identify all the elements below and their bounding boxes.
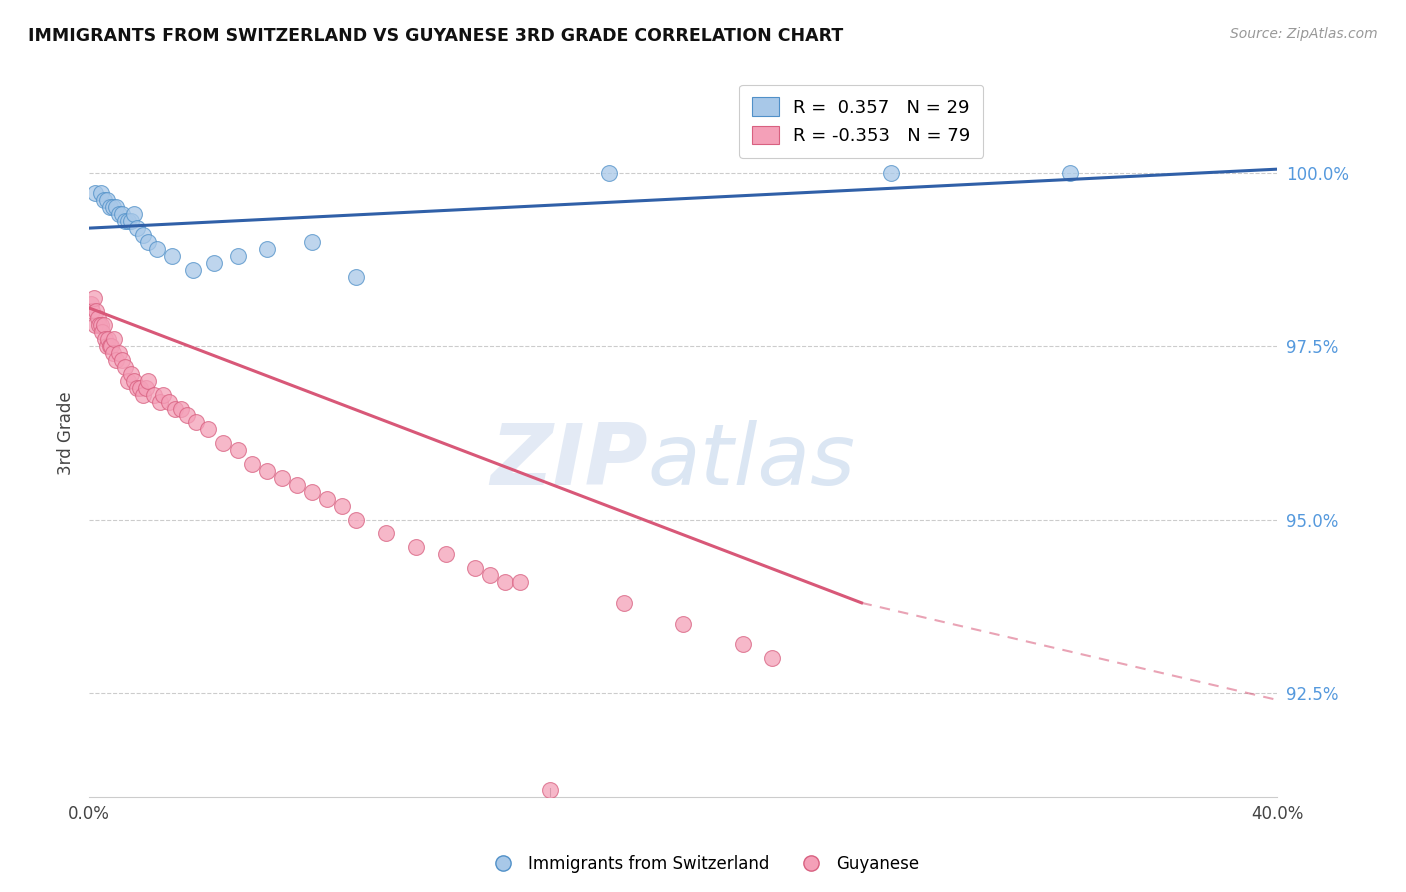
Point	[494, 574, 516, 589]
Point	[83, 291, 105, 305]
Point	[162, 249, 184, 263]
Point	[301, 235, 323, 249]
Point	[117, 374, 139, 388]
Point	[598, 166, 620, 180]
Point	[104, 200, 127, 214]
Point	[87, 311, 110, 326]
Point	[211, 436, 233, 450]
Legend: Immigrants from Switzerland, Guyanese: Immigrants from Switzerland, Guyanese	[479, 848, 927, 880]
Point	[672, 616, 695, 631]
Legend: R =  0.357   N = 29, R = -0.353   N = 79: R = 0.357 N = 29, R = -0.353 N = 79	[740, 85, 983, 158]
Point	[101, 346, 124, 360]
Point	[90, 186, 112, 201]
Point	[1059, 166, 1081, 180]
Point	[91, 325, 114, 339]
Point	[100, 339, 122, 353]
Point	[97, 332, 120, 346]
Point	[131, 228, 153, 243]
Text: IMMIGRANTS FROM SWITZERLAND VS GUYANESE 3RD GRADE CORRELATION CHART: IMMIGRANTS FROM SWITZERLAND VS GUYANESE …	[28, 27, 844, 45]
Point	[242, 457, 264, 471]
Point	[202, 256, 225, 270]
Point	[375, 526, 398, 541]
Point	[479, 568, 502, 582]
Point	[114, 359, 136, 374]
Point	[538, 783, 561, 797]
Point	[256, 242, 278, 256]
Point	[880, 166, 903, 180]
Text: ZIP: ZIP	[491, 420, 648, 503]
Point	[120, 214, 142, 228]
Point	[464, 561, 486, 575]
Point	[434, 547, 457, 561]
Point	[93, 318, 115, 333]
Point	[176, 409, 198, 423]
Y-axis label: 3rd Grade: 3rd Grade	[58, 391, 75, 475]
Point	[761, 651, 783, 665]
Point	[128, 381, 150, 395]
Point	[93, 194, 115, 208]
Point	[315, 491, 337, 506]
Point	[170, 401, 193, 416]
Point	[226, 249, 249, 263]
Point	[271, 471, 294, 485]
Point	[111, 207, 134, 221]
Point	[285, 478, 308, 492]
Point	[165, 401, 187, 416]
Point	[90, 318, 112, 333]
Point	[138, 235, 160, 249]
Point	[96, 339, 118, 353]
Point	[146, 242, 169, 256]
Point	[149, 394, 172, 409]
Point	[138, 374, 160, 388]
Point	[96, 194, 118, 208]
Point	[107, 207, 129, 221]
Point	[98, 200, 121, 214]
Point	[122, 207, 145, 221]
Point	[79, 297, 101, 311]
Point	[226, 443, 249, 458]
Point	[184, 416, 207, 430]
Point	[346, 512, 368, 526]
Point	[509, 574, 531, 589]
Text: Source: ZipAtlas.com: Source: ZipAtlas.com	[1230, 27, 1378, 41]
Point	[181, 262, 204, 277]
Point	[134, 381, 156, 395]
Point	[117, 214, 139, 228]
Point	[405, 541, 427, 555]
Point	[84, 318, 107, 333]
Point	[104, 353, 127, 368]
Point	[103, 332, 125, 346]
Point	[101, 200, 124, 214]
Point	[157, 394, 180, 409]
Point	[98, 339, 121, 353]
Point	[120, 367, 142, 381]
Point	[107, 346, 129, 360]
Point	[86, 304, 108, 318]
Point	[111, 353, 134, 368]
Point	[256, 464, 278, 478]
Point	[731, 638, 754, 652]
Point	[84, 186, 107, 201]
Point	[152, 387, 174, 401]
Point	[346, 269, 368, 284]
Point	[143, 387, 166, 401]
Point	[80, 304, 103, 318]
Point	[301, 484, 323, 499]
Point	[89, 318, 111, 333]
Point	[131, 387, 153, 401]
Point	[94, 332, 117, 346]
Text: atlas: atlas	[648, 420, 856, 503]
Point	[114, 214, 136, 228]
Point	[125, 221, 148, 235]
Point	[125, 381, 148, 395]
Point	[330, 499, 353, 513]
Point	[613, 596, 636, 610]
Point	[122, 374, 145, 388]
Point	[197, 422, 219, 436]
